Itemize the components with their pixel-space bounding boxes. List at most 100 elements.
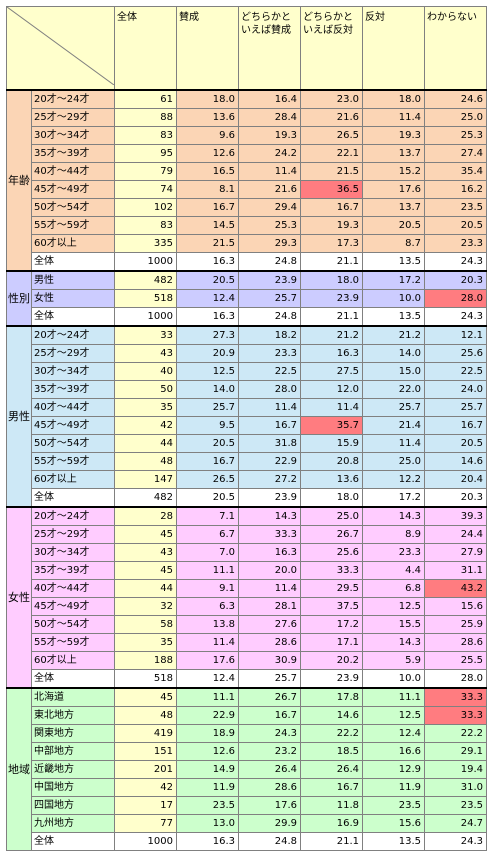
row-label: 60才以上: [31, 651, 115, 670]
row-label: 55才〜59才: [31, 216, 115, 235]
row-label: 50才〜54才: [31, 434, 115, 453]
percent-cell: 13.5: [362, 307, 425, 327]
table-row: 30才〜34才 40 12.5 22.5 27.5 15.0 22.5: [7, 362, 487, 381]
percent-cell: 39.3: [424, 506, 487, 526]
percent-cell: 23.9: [300, 289, 363, 308]
percent-cell: 27.3: [176, 325, 239, 345]
row-label: 女性: [31, 289, 115, 308]
percent-cell: 18.9: [176, 724, 239, 743]
header-row: 全体 賛成 どちらかと いえば賛成 どちらかと いえば反対 反対 わからない: [6, 6, 487, 91]
count-cell: 28: [114, 506, 177, 526]
row-label: 35才〜39才: [31, 561, 115, 580]
percent-cell: 21.5: [300, 162, 363, 181]
count-cell: 1000: [114, 252, 177, 272]
percent-cell: 20.2: [300, 651, 363, 670]
percent-cell: 12.0: [300, 380, 363, 399]
row-label: 40才〜44才: [31, 579, 115, 598]
percent-cell: 20.0: [238, 561, 301, 580]
percent-cell: 16.7: [424, 416, 487, 435]
count-cell: 1000: [114, 307, 177, 327]
percent-cell: 31.0: [424, 778, 487, 797]
percent-cell: 6.8: [362, 579, 425, 598]
percent-cell: 14.6: [424, 452, 487, 471]
percent-cell: 23.3: [362, 543, 425, 562]
count-cell: 43: [114, 543, 177, 562]
row-label: 近畿地方: [31, 760, 115, 779]
percent-cell: 18.0: [176, 89, 239, 109]
percent-cell: 13.7: [362, 198, 425, 217]
percent-cell: 5.9: [362, 651, 425, 670]
percent-cell: 12.2: [362, 470, 425, 489]
group-label-fem: 女性: [6, 506, 32, 689]
total-row: 全体 518 12.4 25.7 23.9 10.0 28.0: [7, 669, 487, 689]
percent-cell: 25.9: [424, 615, 487, 634]
percent-cell: 24.6: [424, 89, 487, 109]
percent-cell: 16.7: [300, 778, 363, 797]
count-cell: 48: [114, 452, 177, 471]
col-header: 賛成: [176, 6, 239, 91]
percent-cell: 28.6: [238, 778, 301, 797]
count-cell: 44: [114, 434, 177, 453]
percent-cell: 11.4: [362, 108, 425, 127]
count-cell: 45: [114, 525, 177, 544]
row-label: 全体: [31, 488, 115, 508]
percent-cell: 7.1: [176, 506, 239, 526]
percent-cell: 28.0: [424, 669, 487, 689]
percent-cell: 17.6: [176, 651, 239, 670]
percent-cell: 18.2: [238, 325, 301, 345]
percent-cell: 18.0: [300, 270, 363, 290]
percent-cell: 21.2: [362, 325, 425, 345]
row-label: 60才以上: [31, 234, 115, 253]
count-cell: 35: [114, 633, 177, 652]
percent-cell: 17.8: [300, 687, 363, 707]
row-label: 45才〜49才: [31, 180, 115, 199]
percent-cell: 17.3: [300, 234, 363, 253]
percent-cell: 16.9: [300, 814, 363, 833]
percent-cell: 11.1: [176, 561, 239, 580]
percent-cell: 8.7: [362, 234, 425, 253]
count-cell: 77: [114, 814, 177, 833]
percent-cell: 14.3: [362, 506, 425, 526]
count-cell: 32: [114, 597, 177, 616]
percent-cell: 16.4: [238, 89, 301, 109]
corner-cell: [6, 6, 115, 91]
table-row: 50才〜54才 102 16.7 29.4 16.7 13.7 23.5: [7, 198, 487, 217]
percent-cell: 14.0: [176, 380, 239, 399]
percent-cell: 43.2: [424, 579, 487, 598]
percent-cell: 16.3: [238, 543, 301, 562]
percent-cell: 17.2: [300, 615, 363, 634]
row-label: 中部地方: [31, 742, 115, 761]
percent-cell: 37.5: [300, 597, 363, 616]
percent-cell: 21.2: [300, 325, 363, 345]
row-label: 男性: [31, 270, 115, 290]
diagonal-line: [7, 7, 114, 85]
percent-cell: 13.7: [362, 144, 425, 163]
row-label: 北海道: [31, 687, 115, 707]
count-cell: 335: [114, 234, 177, 253]
percent-cell: 28.1: [238, 597, 301, 616]
percent-cell: 27.4: [424, 144, 487, 163]
percent-cell: 17.6: [362, 180, 425, 199]
percent-cell: 20.5: [362, 216, 425, 235]
percent-cell: 18.5: [300, 742, 363, 761]
row-label: 60才以上: [31, 470, 115, 489]
percent-cell: 11.8: [300, 796, 363, 815]
col-header: どちらかと いえば賛成: [238, 6, 301, 91]
row-label: 全体: [31, 307, 115, 327]
count-cell: 17: [114, 796, 177, 815]
percent-cell: 21.6: [300, 108, 363, 127]
percent-cell: 25.7: [424, 398, 487, 417]
table-row: 55才〜59才 35 11.4 28.6 17.1 14.3 28.6: [7, 633, 487, 652]
table-row: 55才〜59才 83 14.5 25.3 19.3 20.5 20.5: [7, 216, 487, 235]
table-row: 35才〜39才 45 11.1 20.0 33.3 4.4 31.1: [7, 561, 487, 580]
percent-cell: 23.9: [238, 488, 301, 508]
percent-cell: 15.0: [362, 362, 425, 381]
percent-cell: 33.3: [238, 525, 301, 544]
percent-cell: 25.7: [176, 398, 239, 417]
percent-cell: 11.4: [238, 162, 301, 181]
row-label: 45才〜49才: [31, 597, 115, 616]
table-row: 中国地方 42 11.9 28.6 16.7 11.9 31.0: [7, 778, 487, 797]
table-row: 40才〜44才 79 16.5 11.4 21.5 15.2 35.4: [7, 162, 487, 181]
percent-cell: 12.6: [176, 144, 239, 163]
percent-cell: 23.5: [424, 198, 487, 217]
